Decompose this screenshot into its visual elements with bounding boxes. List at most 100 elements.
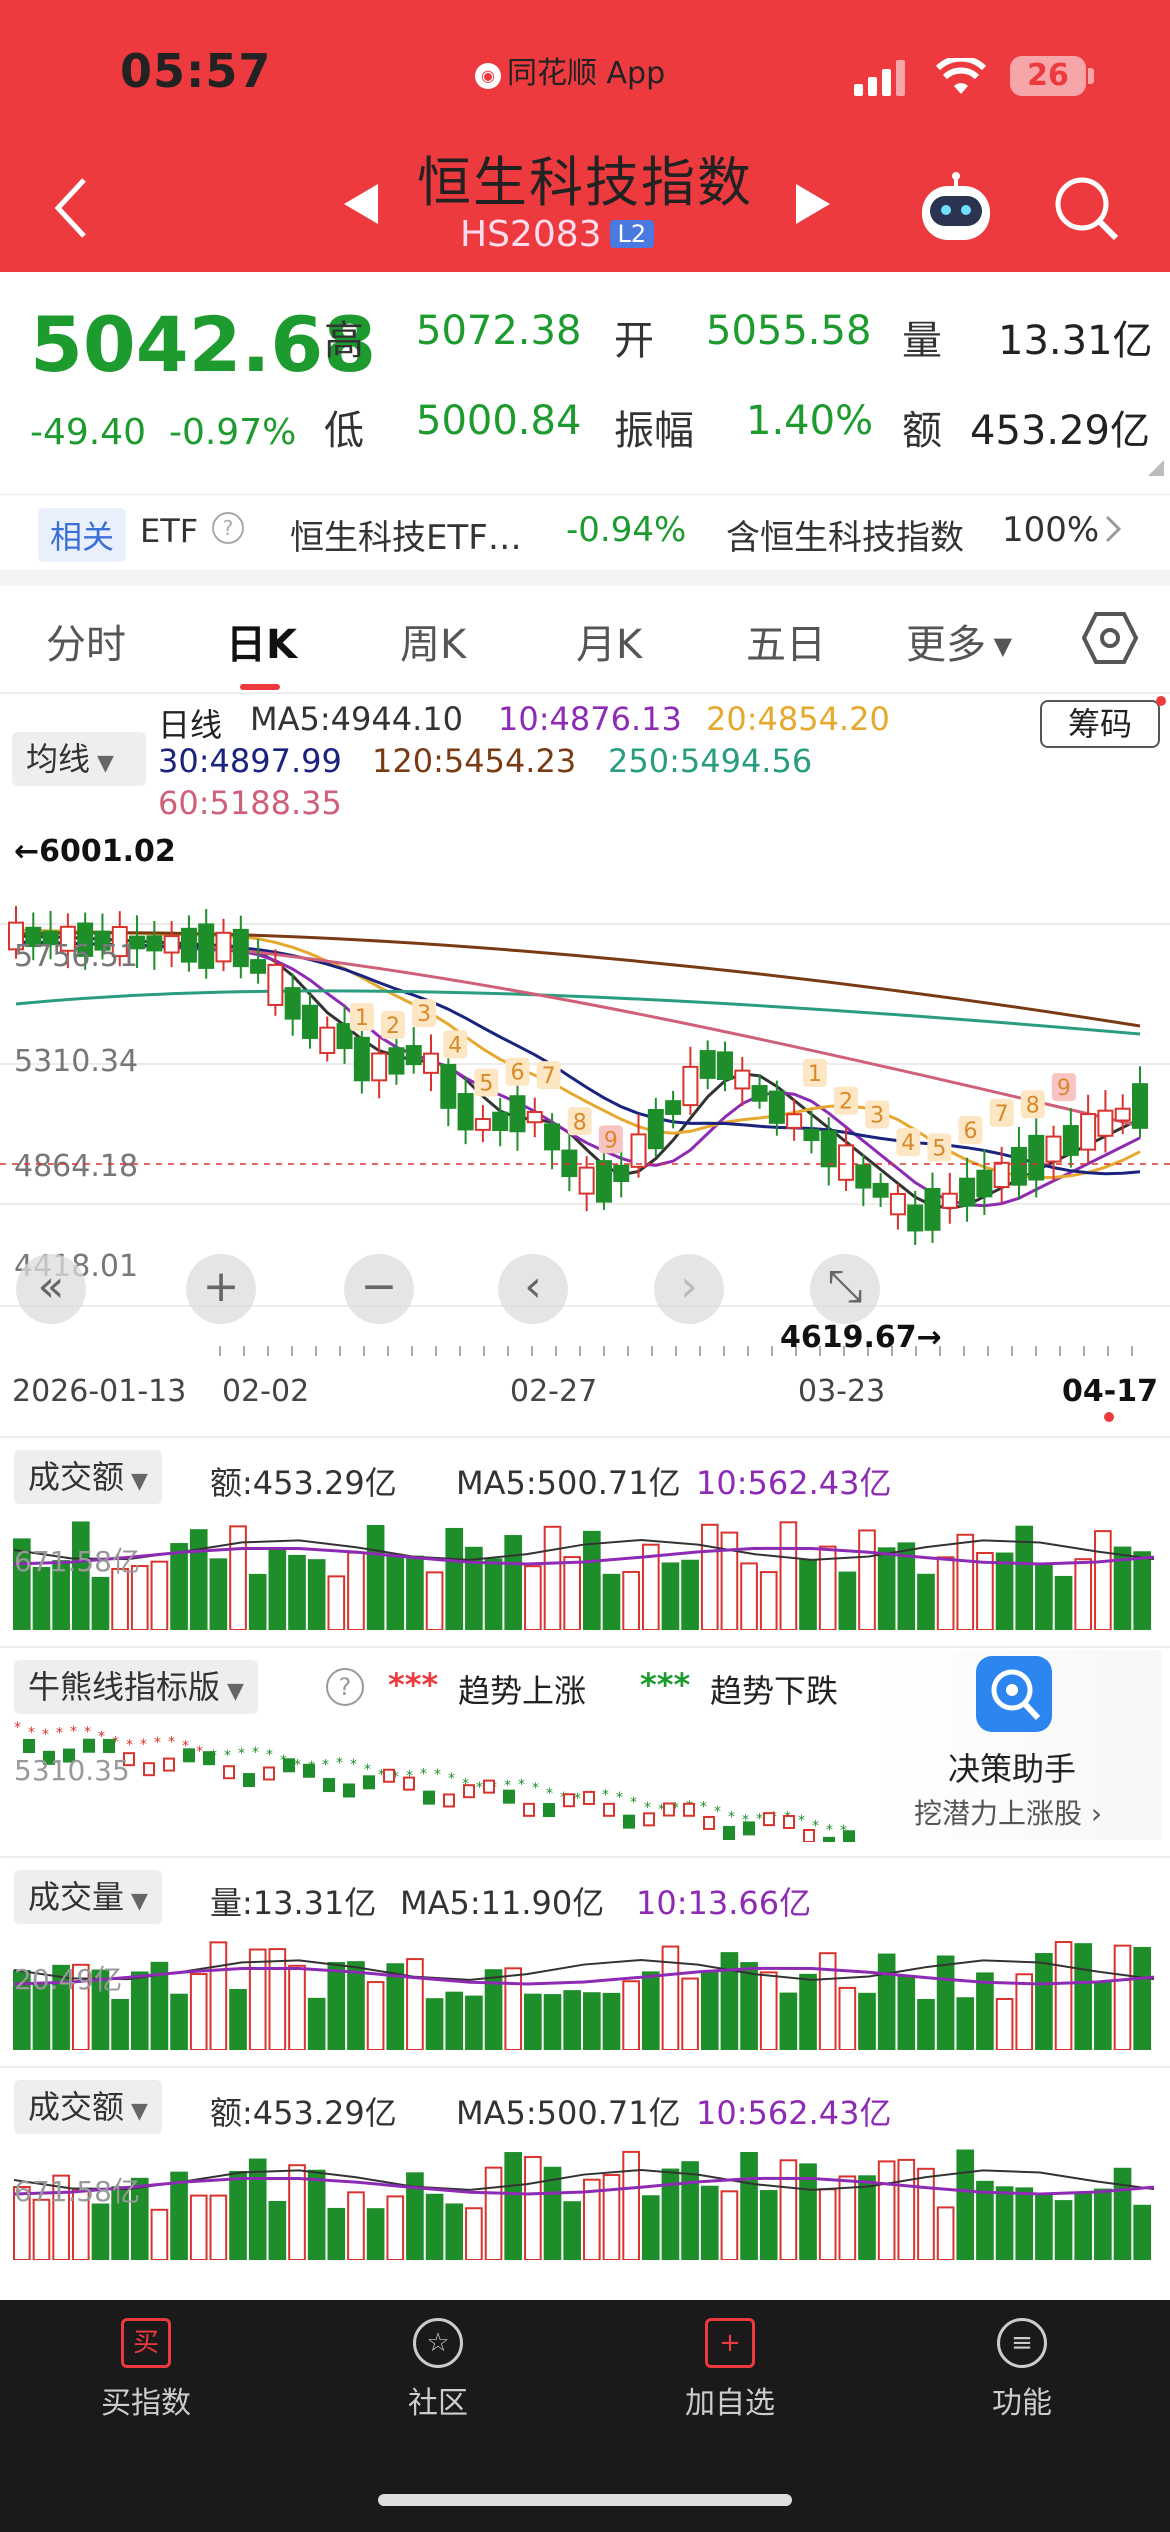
prev-stock-icon[interactable] xyxy=(344,184,378,224)
amount-indicator-dropdown[interactable]: 成交额 ▼ xyxy=(14,1450,162,1504)
scroll-left-button[interactable]: ‹ xyxy=(498,1254,568,1324)
bar xyxy=(1094,1530,1112,1630)
candle-body xyxy=(492,1111,509,1131)
candle-body xyxy=(716,1051,733,1080)
bar xyxy=(917,1998,935,2050)
zoom-out-button[interactable]: − xyxy=(344,1254,414,1324)
amount-indicator-dropdown-2[interactable]: 成交额 ▼ xyxy=(14,2080,162,2134)
tab-more[interactable]: 更多 ▼ xyxy=(906,612,1012,670)
tab-monthly-k[interactable]: 月K xyxy=(576,622,643,668)
tab-daily-k[interactable]: 日K xyxy=(226,622,297,668)
settings-hexagon-icon[interactable] xyxy=(1082,612,1138,664)
bar xyxy=(720,1531,739,1630)
trend-marker: * xyxy=(84,1725,91,1741)
expand-corner-icon[interactable] xyxy=(1148,460,1164,476)
trend-marker: * xyxy=(126,1738,133,1754)
mini-candle xyxy=(43,1750,55,1765)
volume-ma5: MA5:11.90亿 xyxy=(400,1884,605,1922)
bar xyxy=(130,2177,149,2260)
nav-functions[interactable]: ≡ 功能 xyxy=(922,2318,1122,2422)
mini-candle xyxy=(23,1739,35,1753)
low-label: 低 xyxy=(324,408,364,454)
td-marker-box xyxy=(1020,1090,1045,1119)
td-marker-box xyxy=(567,1107,592,1136)
bull-bear-indicator-dropdown[interactable]: 牛熊线指标版 ▼ xyxy=(14,1660,258,1714)
candle-body xyxy=(768,1090,785,1124)
ma5-line xyxy=(13,1538,1155,1561)
back-icon[interactable] xyxy=(50,176,90,240)
robot-assistant-icon[interactable] xyxy=(918,172,994,244)
amount-label: 额 xyxy=(902,408,942,454)
bar xyxy=(1035,2194,1053,2260)
ma-dropdown[interactable]: 均线 ▼ xyxy=(12,732,146,786)
bar xyxy=(759,1971,778,2050)
chip-distribution-button[interactable]: 筹码 xyxy=(1040,700,1160,748)
bar xyxy=(838,2175,857,2260)
y-axis-label: 5756.51 xyxy=(14,939,138,974)
decision-assistant-title[interactable]: 决策助手 xyxy=(948,1750,1077,1788)
mini-candle xyxy=(403,1776,415,1791)
td-marker-label: 9 xyxy=(1057,1076,1071,1101)
bar xyxy=(720,1952,739,2050)
tab-intraday[interactable]: 分时 xyxy=(46,622,126,668)
bar xyxy=(1074,1558,1093,1630)
bar xyxy=(818,2188,837,2260)
volume-indicator-dropdown[interactable]: 成交量 ▼ xyxy=(14,1870,162,1924)
scroll-left-fast-button[interactable]: « xyxy=(16,1254,86,1324)
bar xyxy=(347,1961,365,2050)
mini-candle xyxy=(523,1802,535,1817)
bar xyxy=(445,1527,464,1630)
etf-name[interactable]: 恒生科技ETF… xyxy=(290,518,522,558)
chevron-right-icon[interactable] xyxy=(1104,514,1122,544)
trend-marker: * xyxy=(616,1790,623,1806)
candle-body xyxy=(630,1133,647,1168)
candle-body xyxy=(1028,1134,1045,1181)
bar xyxy=(602,1992,621,2050)
bar xyxy=(209,1941,228,2050)
bar xyxy=(327,1962,346,2050)
bar xyxy=(248,1948,267,2050)
decision-assistant-subtitle[interactable]: 挖潜力上涨股 › xyxy=(914,1792,1102,1832)
volume-bar-chart xyxy=(13,1941,1155,2050)
bull-bear-label: 牛熊线指标版 xyxy=(28,1668,221,1706)
candle-body xyxy=(665,1100,682,1115)
zoom-in-button[interactable]: + xyxy=(186,1254,256,1324)
nav-buy-index[interactable]: 买 买指数 xyxy=(46,2318,246,2422)
fullscreen-button[interactable]: ⤡ xyxy=(810,1254,880,1324)
tab-weekly-k[interactable]: 周K xyxy=(400,622,467,668)
help-icon[interactable]: ? xyxy=(212,512,244,544)
pane-divider xyxy=(0,1856,1170,1858)
td-marker-label: 1 xyxy=(808,1062,822,1087)
amplitude-value: 1.40% xyxy=(746,398,874,444)
bar xyxy=(150,1560,169,1630)
scroll-right-button[interactable]: › xyxy=(654,1254,724,1324)
ma60-line xyxy=(199,944,1141,1128)
related-etf-row[interactable] xyxy=(0,494,1170,566)
volume-indicator-label: 成交量 xyxy=(28,1878,125,1916)
bar xyxy=(1113,1546,1132,1630)
tab-five-day[interactable]: 五日 xyxy=(746,622,826,668)
next-stock-icon[interactable] xyxy=(796,184,830,224)
help-icon[interactable]: ? xyxy=(326,1668,364,1706)
bar xyxy=(661,2168,680,2260)
bar xyxy=(170,1993,188,2050)
bar xyxy=(445,2203,464,2260)
ma10-value: 10:4876.13 xyxy=(498,700,682,738)
nav-community[interactable]: ☆ 社区 xyxy=(338,2318,538,2422)
td-marker-box xyxy=(536,1061,561,1090)
mini-candle xyxy=(63,1748,75,1763)
nav-add-watchlist[interactable]: + 加自选 xyxy=(630,2318,830,2422)
nav-functions-label: 功能 xyxy=(992,2386,1052,2421)
price-change: -49.40 -0.97% xyxy=(30,412,296,453)
bar xyxy=(700,1523,719,1630)
search-icon[interactable] xyxy=(1052,174,1120,242)
candle-body xyxy=(163,935,180,954)
volume-value: 13.31亿 xyxy=(998,318,1153,364)
bar xyxy=(583,1530,601,1630)
bar xyxy=(877,2160,896,2260)
candle-body xyxy=(353,1036,370,1082)
decision-assistant-icon[interactable] xyxy=(976,1656,1052,1732)
bar xyxy=(327,1575,346,1630)
bar xyxy=(681,1977,699,2050)
